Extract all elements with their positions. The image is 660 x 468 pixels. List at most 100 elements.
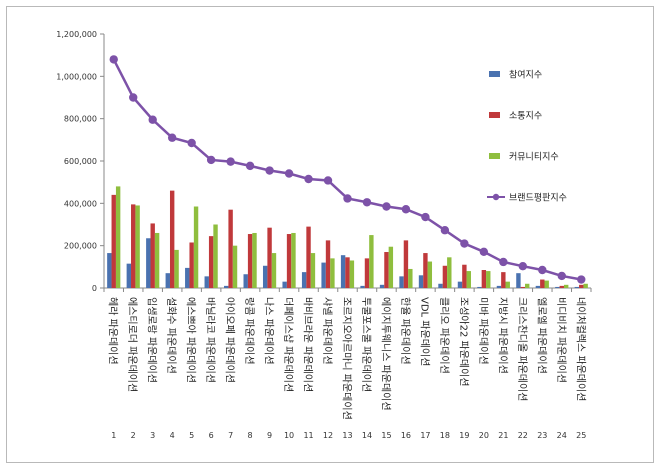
bar <box>232 245 238 288</box>
bar <box>193 206 199 288</box>
line-point <box>245 161 255 171</box>
bar <box>321 262 326 288</box>
y-tick-label: 600,000 <box>64 157 97 166</box>
rank-label: 1 <box>111 431 116 440</box>
bar <box>418 275 424 288</box>
legend-swatch <box>489 71 500 77</box>
bar <box>174 249 179 288</box>
bar <box>399 276 404 288</box>
line-point <box>362 198 372 207</box>
bar <box>306 226 311 288</box>
line-point <box>148 115 157 124</box>
legend-label: 참여지수 <box>509 69 542 81</box>
bar <box>477 286 482 288</box>
bar <box>349 260 355 288</box>
category-label: 조성아22 파운데이션 <box>457 297 469 387</box>
category-label: 엘로엘 파운데이션 <box>535 297 548 374</box>
line-point <box>577 275 586 284</box>
line-point <box>167 133 177 142</box>
bar <box>204 276 209 288</box>
y-tick-label: 800,000 <box>64 115 97 124</box>
bar <box>286 234 292 288</box>
bar <box>146 238 151 288</box>
legend-label: 소통지수 <box>509 111 542 122</box>
bar <box>574 286 580 288</box>
rank-label: 18 <box>440 431 450 440</box>
rank-label: 13 <box>342 431 352 440</box>
line-point <box>109 55 118 64</box>
bar <box>154 232 160 288</box>
rank-label: 6 <box>209 431 214 440</box>
category-label: VDL 파운데이션 <box>418 297 430 366</box>
bar <box>165 273 170 288</box>
line-point <box>265 166 274 175</box>
legend-label: 커뮤니티지수 <box>509 152 559 163</box>
rank-label: 24 <box>557 431 567 440</box>
y-tick-label: 0 <box>92 284 97 293</box>
line-point <box>479 247 489 257</box>
category-label: 샤넬 파운데이션 <box>321 297 333 365</box>
bar <box>457 281 463 288</box>
line-series <box>109 55 586 284</box>
bar <box>579 284 584 288</box>
bar <box>107 253 112 288</box>
line-point <box>343 194 352 203</box>
bar <box>330 258 335 288</box>
legend-swatch-marker <box>492 193 500 201</box>
bar <box>267 227 272 288</box>
category-label: 설화수 파운데이션 <box>165 297 177 374</box>
rank-label: 3 <box>150 431 155 440</box>
series-line <box>112 58 582 281</box>
rank-label: 5 <box>189 431 194 440</box>
rank-label: 21 <box>498 431 508 440</box>
bar <box>442 265 448 288</box>
category-label: 바닐라코 파운데이션 <box>204 297 216 383</box>
bar <box>243 274 248 288</box>
category-label: 에스쁘아 파운데이션 <box>185 297 197 383</box>
bar <box>271 253 277 288</box>
category-label: 미바 파운데이션 <box>477 297 489 365</box>
y-tick-label: 400,000 <box>64 199 97 208</box>
bar <box>462 264 467 288</box>
category-label: 더페이스샵 파운데이션 <box>282 297 294 392</box>
rank-label: 2 <box>131 431 136 440</box>
bar <box>438 283 443 288</box>
bar <box>340 255 346 288</box>
bar <box>486 271 491 288</box>
line-point <box>382 202 391 211</box>
category-label: 클리오 파운데이션 <box>438 297 450 374</box>
rank-label: 12 <box>323 431 333 440</box>
bar <box>388 246 394 288</box>
bar <box>535 285 541 288</box>
category-label: 입생로랑 파운데이션 <box>146 297 159 383</box>
bar <box>131 204 136 288</box>
bar <box>208 236 214 288</box>
rank-label: 25 <box>576 431 586 440</box>
bar <box>310 253 316 288</box>
bar <box>360 285 365 288</box>
line-point <box>129 93 138 102</box>
rank-label: 14 <box>362 431 372 440</box>
category-label: 헤라 파운데이션 <box>107 297 119 365</box>
rank-label: 4 <box>170 431 175 440</box>
line-point <box>518 262 528 271</box>
category-label: 비디비치 파운데이션 <box>555 297 567 383</box>
bar <box>135 205 140 288</box>
category-label: 에이지투웨니스 파운데이션 <box>379 297 391 411</box>
rank-label: 22 <box>518 431 528 440</box>
bar <box>228 209 233 288</box>
bar <box>516 273 521 288</box>
bar <box>447 257 452 288</box>
bar <box>111 194 116 288</box>
chart-frame: 0 200,000 400,000 600,000 800,000 1,000,000 1,… <box>6 6 654 463</box>
bar <box>213 224 218 288</box>
line-point <box>226 157 235 166</box>
category-label: 지방시 파운데이션 <box>496 297 508 374</box>
bar <box>126 263 132 288</box>
bar <box>427 261 433 288</box>
bar <box>555 286 560 288</box>
category-label: 크리스찬디올 파운데이션 <box>516 297 528 401</box>
bar <box>496 285 502 288</box>
bar <box>150 223 155 288</box>
